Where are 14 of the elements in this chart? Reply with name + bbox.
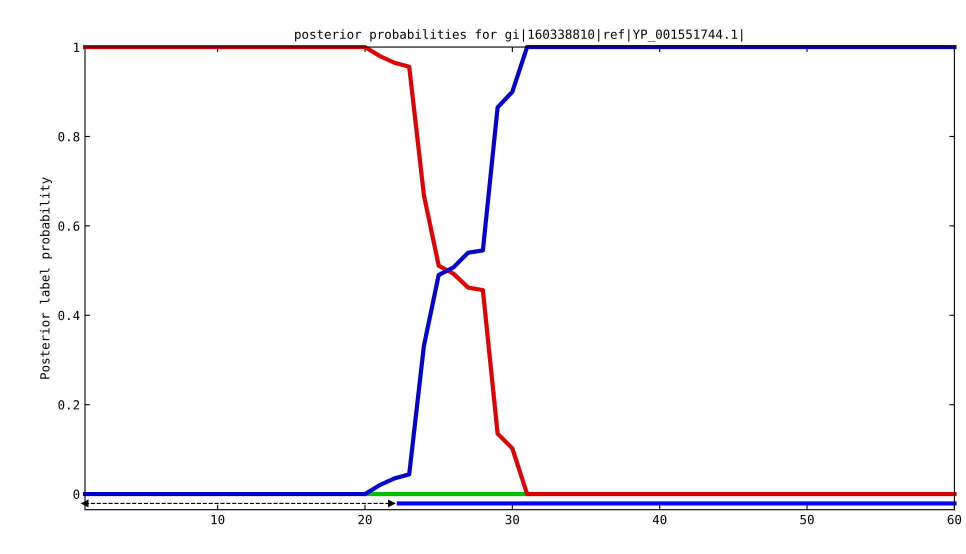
y-tick-label: 0.8 <box>58 132 80 142</box>
x-tick-label: 30 <box>506 514 520 524</box>
y-axis-title: Posterior label probability <box>40 177 52 379</box>
x-tick-label: 40 <box>652 514 666 524</box>
y-tick-label: 0.2 <box>58 400 80 410</box>
x-tick-label: 20 <box>358 514 372 524</box>
chart-title: posterior probabilities for gi|160338810|ref|YP_001551744.1| <box>295 29 742 42</box>
y-tick-label: 0.4 <box>58 310 80 320</box>
y-tick-label: 0 <box>73 490 80 499</box>
x-tick-label: 60 <box>948 514 962 524</box>
x-tick-label: 10 <box>212 514 224 524</box>
y-tick-label: 1 <box>74 42 80 52</box>
y-tick-label: 0.6 <box>58 221 80 231</box>
x-tick-label: 50 <box>800 514 814 524</box>
